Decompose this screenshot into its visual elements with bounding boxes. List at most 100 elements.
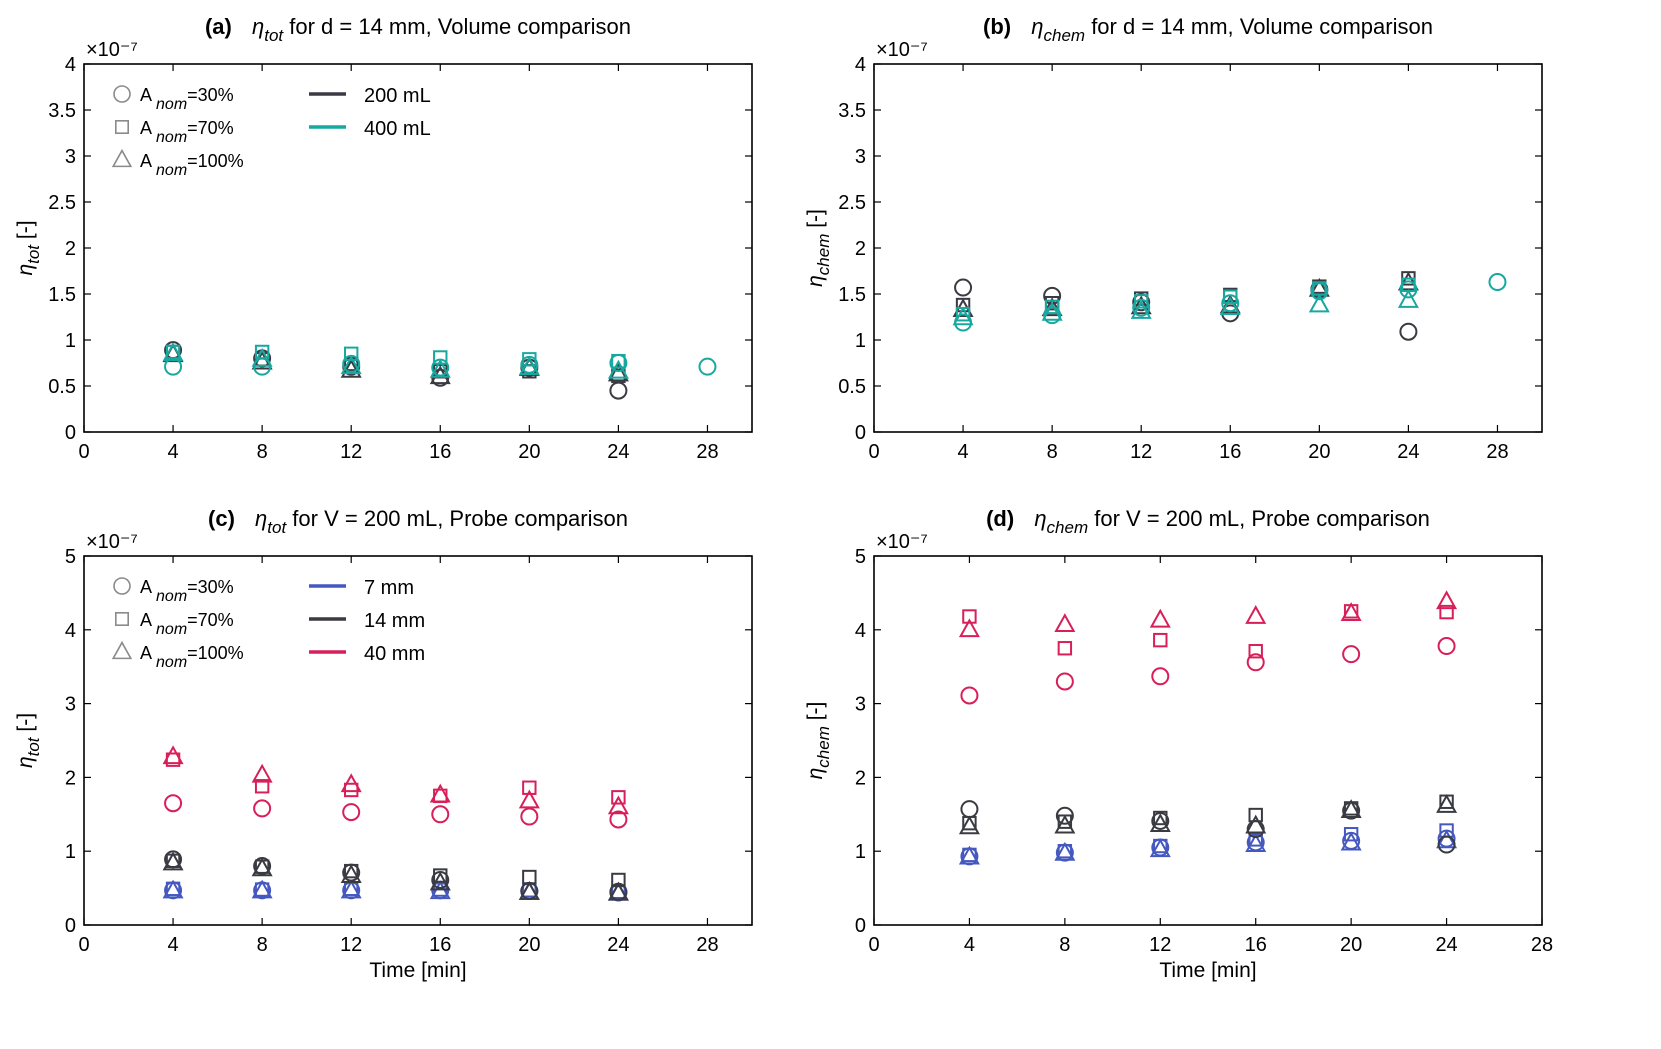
y-exponent-label: ×10⁻⁷ — [876, 531, 928, 553]
legend-marker-circle — [113, 577, 131, 595]
x-tick-label: 4 — [958, 441, 969, 463]
y-tick-label: 2 — [855, 238, 866, 260]
y-tick-label: 1 — [855, 841, 866, 863]
plot-frame — [873, 555, 1543, 926]
y-tick-label: 1 — [65, 330, 76, 352]
plot-frame — [873, 63, 1543, 433]
data-point — [251, 763, 273, 783]
x-tick-label: 28 — [1486, 441, 1508, 463]
y-tick-label: 3.5 — [48, 100, 76, 122]
data-point — [1130, 300, 1152, 319]
x-tick-label: 12 — [1130, 441, 1152, 463]
data-point — [1340, 831, 1362, 851]
x-tick-label: 8 — [257, 934, 268, 956]
y-tick-label: 1 — [855, 330, 866, 352]
y-exponent-label: ×10⁻⁷ — [86, 531, 138, 553]
data-point — [1130, 295, 1152, 315]
legend-line-label: 14 mm — [364, 610, 425, 632]
series-triangle — [162, 851, 629, 901]
x-tick-label: 12 — [1149, 934, 1171, 956]
y-tick-label: 4 — [65, 54, 76, 76]
panel-a: (a) ηtot for d = 14 mm, Volume compariso… — [14, 14, 753, 463]
data-point — [1245, 605, 1267, 624]
series-square — [165, 853, 626, 888]
data-point — [607, 359, 629, 379]
data-point — [1343, 827, 1359, 842]
series-square — [165, 881, 626, 899]
data-point — [344, 782, 359, 798]
data-point — [960, 686, 979, 705]
data-point — [1248, 807, 1263, 823]
series-square — [962, 823, 1454, 863]
series-triangle — [952, 288, 1419, 326]
data-point — [958, 618, 980, 638]
x-tick-label: 24 — [607, 441, 629, 463]
data-point — [607, 795, 629, 815]
data-point — [1055, 672, 1074, 691]
data-point — [1055, 806, 1074, 825]
y-axis-label: ηtot [-] — [14, 713, 43, 768]
data-point — [1041, 297, 1063, 317]
data-point — [609, 381, 628, 400]
data-point — [1437, 835, 1456, 854]
y-tick-label: 1 — [65, 841, 76, 863]
legend-line-label: 7 mm — [364, 577, 414, 599]
y-tick-label: 0 — [65, 422, 76, 444]
x-tick-label: 0 — [78, 441, 89, 463]
y-tick-label: 2 — [65, 238, 76, 260]
data-point — [1397, 288, 1419, 308]
x-tick-label: 4 — [168, 934, 179, 956]
data-point — [1153, 810, 1168, 826]
x-axis-label: Time [min] — [1159, 959, 1256, 982]
data-point — [952, 306, 974, 326]
x-tick-label: 12 — [340, 441, 362, 463]
data-point — [1054, 841, 1076, 861]
y-axis-label: ηchem [-] — [804, 702, 833, 780]
x-tick-label: 24 — [607, 934, 629, 956]
data-point — [522, 352, 537, 367]
x-tick-label: 12 — [340, 934, 362, 956]
x-tick-label: 28 — [1531, 934, 1553, 956]
x-tick-label: 28 — [696, 934, 718, 956]
data-point — [1043, 306, 1062, 325]
data-point — [251, 347, 273, 367]
y-tick-label: 0.5 — [838, 376, 866, 398]
y-tick-label: 1.5 — [48, 284, 76, 306]
y-tick-label: 0 — [855, 422, 866, 444]
legend-marker-square — [115, 611, 130, 626]
data-point — [340, 864, 362, 883]
x-tick-label: 16 — [429, 934, 451, 956]
data-point — [1436, 590, 1458, 610]
y-exponent-label: ×10⁻⁷ — [86, 39, 138, 61]
data-point — [1054, 814, 1076, 834]
data-point — [609, 810, 628, 829]
y-tick-label: 2.5 — [838, 192, 866, 214]
data-point — [162, 745, 184, 765]
y-tick-label: 0 — [65, 915, 76, 937]
y-tick-label: 5 — [65, 546, 76, 568]
data-point — [1223, 289, 1238, 304]
data-point — [1399, 322, 1418, 341]
series-circle — [164, 794, 628, 829]
data-point — [611, 353, 626, 369]
series-circle — [960, 800, 1456, 854]
panel-title: (c) ηtot for V = 200 mL, Probe compariso… — [208, 506, 628, 537]
y-exponent-label: ×10⁻⁷ — [876, 39, 928, 61]
series-circle — [960, 637, 1456, 705]
y-tick-label: 3 — [65, 146, 76, 168]
data-point — [1308, 293, 1330, 313]
x-tick-label: 16 — [1219, 441, 1241, 463]
x-tick-label: 28 — [696, 441, 718, 463]
data-point — [429, 783, 451, 803]
x-tick-label: 16 — [429, 441, 451, 463]
data-point — [1041, 301, 1063, 321]
y-tick-label: 4 — [65, 620, 76, 642]
series-square — [165, 344, 626, 384]
data-point — [518, 789, 540, 809]
x-tick-label: 0 — [868, 441, 879, 463]
series-square — [955, 277, 1416, 322]
